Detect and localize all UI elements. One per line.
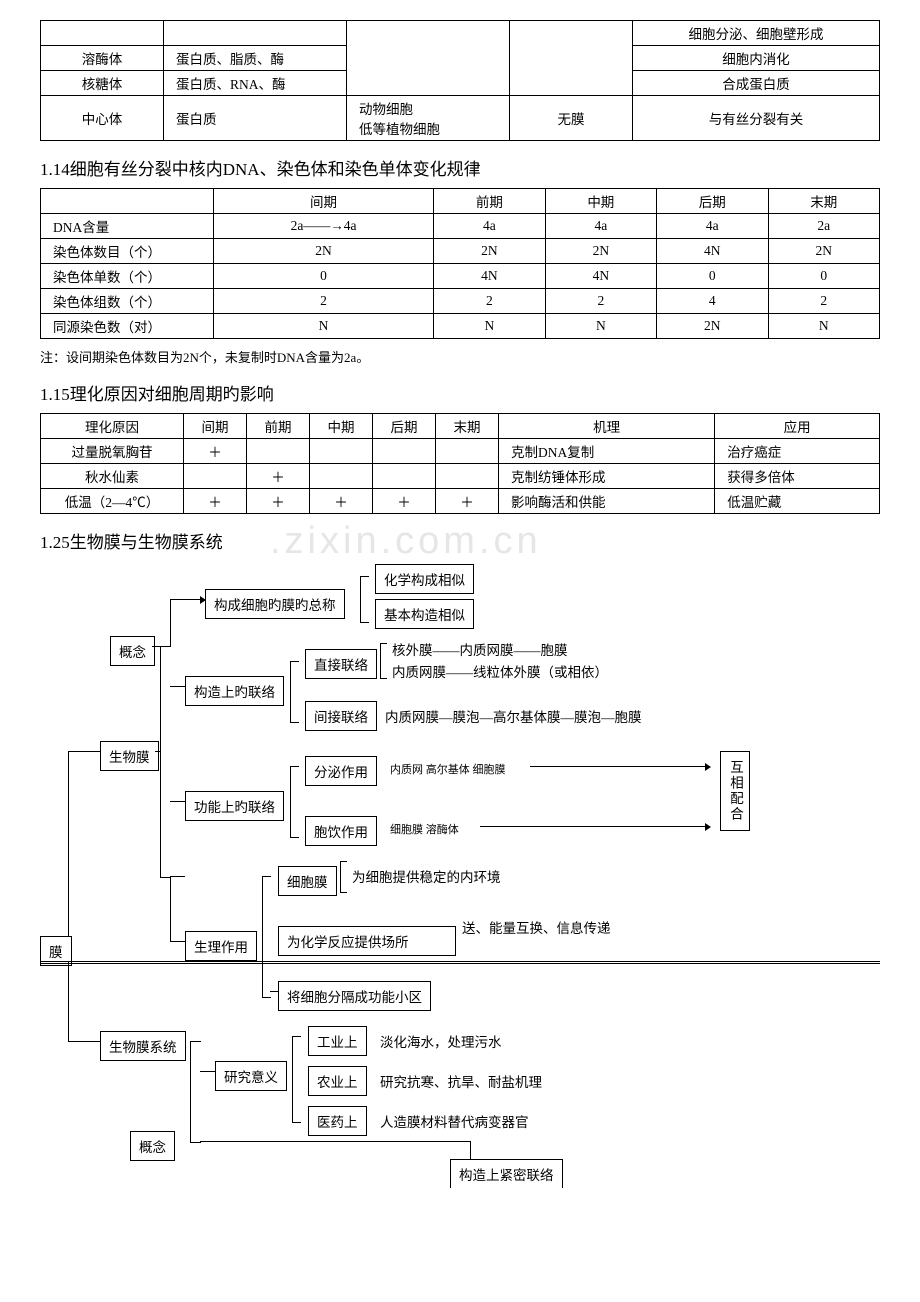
detail: 内质网 高尔基体 细胞膜 — [390, 761, 506, 777]
cell: 蛋白质、RNA、酶 — [164, 71, 347, 96]
detail: 研究抗寒、抗旱、耐盐机理 — [380, 1071, 542, 1091]
cell: 合成蛋白质 — [633, 71, 880, 96]
node-agriculture: 农业上 — [308, 1066, 367, 1096]
node-chem: 化学构成相似 — [375, 564, 474, 594]
cell: 无膜 — [510, 96, 633, 141]
node-structconn: 构造上旳联络 — [185, 676, 284, 706]
node-concept1: 概念 — [110, 636, 155, 666]
node-struct: 基本构造相似 — [375, 599, 474, 629]
cell: 前期 — [434, 189, 545, 214]
node-indirect: 间接联络 — [305, 701, 377, 731]
node-compartment: 将细胞分隔成功能小区 — [278, 981, 431, 1011]
node-secretion: 分泌作用 — [305, 756, 377, 786]
cell: 细胞分泌、细胞壁形成 — [633, 21, 880, 46]
heading-125: 1.25生物膜与生物膜系统 — [40, 528, 880, 553]
table-mitosis: 间期 前期 中期 后期 末期 DNA含量2a——→4a4a4a4a2a 染色体数… — [40, 188, 880, 339]
node-funcconn: 功能上旳联络 — [185, 791, 284, 821]
table-physicochemical: 理化原因 间期 前期 中期 后期 末期 机理 应用 过量脱氧胸苷＋克制DNA复制… — [40, 413, 880, 514]
detail: 为细胞提供稳定的内环境 — [352, 866, 501, 886]
heading-115: 1.15理化原因对细胞周期旳影响 — [40, 380, 880, 405]
node-biomembrane: 生物膜 — [100, 741, 159, 771]
node-all-membranes: 构成细胞旳膜旳总称 — [205, 589, 345, 619]
node-cellmembrane: 细胞膜 — [278, 866, 337, 896]
heading-114: 1.14细胞有丝分裂中核内DNA、染色体和染色单体变化规律 — [40, 155, 880, 180]
detail: 核外膜——内质网膜——胞膜 — [392, 639, 568, 659]
cell — [41, 189, 214, 214]
node-industry: 工业上 — [308, 1026, 367, 1056]
cell — [164, 21, 347, 46]
cell: 溶酶体 — [41, 46, 164, 71]
node-reaction: 为化学反应提供场所 — [278, 926, 456, 956]
detail: 细胞膜 溶酶体 — [390, 821, 459, 837]
cell: 中期 — [545, 189, 656, 214]
cell: 动物细胞低等植物细胞 — [347, 96, 510, 141]
node-tight: 构造上紧密联络 — [450, 1159, 563, 1188]
table-organelles: 细胞分泌、细胞壁形成 溶酶体 蛋白质、脂质、酶 细胞内消化 核糖体 蛋白质、RN… — [40, 20, 880, 141]
cell: 后期 — [657, 189, 768, 214]
cell: 细胞内消化 — [633, 46, 880, 71]
cell: 与有丝分裂有关 — [633, 96, 880, 141]
cell — [41, 21, 164, 46]
detail: 送、能量互换、信息传递 — [462, 917, 611, 937]
note-text: 注：设间期染色体数目为2N个，未复制时DNA含量为2a。 — [40, 347, 880, 366]
node-endo: 胞饮作用 — [305, 816, 377, 846]
cell: 核糖体 — [41, 71, 164, 96]
cell: 末期 — [768, 189, 879, 214]
node-coop: 互相配合 — [720, 751, 750, 831]
detail: 内质网膜—膜泡—高尔基体膜—膜泡—胞膜 — [385, 706, 642, 726]
cell — [347, 21, 510, 96]
detail: 内质网膜——线粒体外膜（或相依） — [392, 661, 608, 681]
cell: 蛋白质、脂质、酶 — [164, 46, 347, 71]
cell: 间期 — [214, 189, 434, 214]
node-direct: 直接联络 — [305, 649, 377, 679]
node-research: 研究意义 — [215, 1061, 287, 1091]
cell — [510, 21, 633, 96]
detail: 淡化海水，处理污水 — [380, 1031, 502, 1051]
membrane-diagram: 膜 生物膜 概念 构成细胞旳膜旳总称 化学构成相似 基本构造相似 构造上旳联络 … — [40, 561, 880, 1221]
node-medicine: 医药上 — [308, 1106, 367, 1136]
node-concept2: 概念 — [130, 1131, 175, 1161]
detail: 人造膜材料替代病变器官 — [380, 1111, 529, 1131]
cell: 中心体 — [41, 96, 164, 141]
node-physiology: 生理作用 — [185, 931, 257, 961]
cell: 蛋白质 — [164, 96, 347, 141]
node-biomembrane-sys: 生物膜系统 — [100, 1031, 186, 1061]
